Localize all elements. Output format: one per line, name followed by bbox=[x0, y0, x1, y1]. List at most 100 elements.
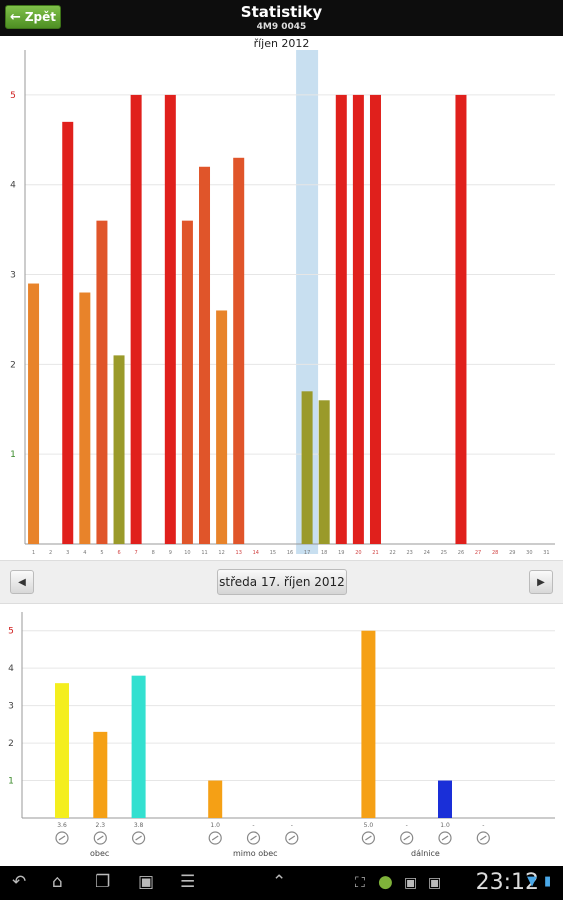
gauge-icon bbox=[55, 831, 69, 845]
x-tick-label: 14 bbox=[253, 550, 259, 556]
x-tick-label: 5 bbox=[100, 550, 103, 556]
x-tick-label: 25 bbox=[441, 550, 447, 556]
bar-acceleration bbox=[208, 780, 223, 818]
x-tick-label: 9 bbox=[169, 550, 172, 556]
action-bar: ← Zpět Statistiky 4M9 0045 bbox=[0, 0, 563, 36]
clock: 23:12 bbox=[475, 870, 539, 895]
bar-day-11 bbox=[199, 166, 211, 544]
y-tick-label: 2 bbox=[8, 739, 14, 749]
x-tick-label: 20 bbox=[355, 550, 361, 556]
value-label: 3.8 bbox=[134, 822, 144, 829]
x-tick-label: 27 bbox=[475, 550, 481, 556]
back-button[interactable]: ← Zpět bbox=[5, 5, 61, 29]
page-title: Statistiky bbox=[240, 3, 323, 21]
bar-gauge bbox=[55, 683, 69, 818]
x-tick-label: 31 bbox=[543, 550, 549, 556]
value-label: 5.0 bbox=[364, 822, 374, 829]
y-tick-label: 1 bbox=[8, 777, 14, 787]
screenshot-icon[interactable]: ▣ bbox=[138, 872, 155, 892]
x-tick-label: 17 bbox=[304, 550, 310, 556]
x-tick-label: 8 bbox=[152, 550, 155, 556]
value-label: - bbox=[406, 822, 408, 829]
x-tick-label: 13 bbox=[236, 550, 242, 556]
vehicle-plate: 4M9 0045 bbox=[256, 22, 307, 32]
bar-day-20 bbox=[352, 94, 364, 544]
y-tick-label: 2 bbox=[10, 360, 16, 370]
x-tick-label: 19 bbox=[338, 550, 344, 556]
x-tick-label: 15 bbox=[270, 550, 276, 556]
bag-icon-2: ▣ bbox=[428, 875, 442, 891]
x-tick-label: 24 bbox=[424, 550, 430, 556]
y-tick-label: 5 bbox=[10, 91, 16, 101]
bar-curve bbox=[438, 780, 452, 818]
prev-day-button[interactable]: ◀ bbox=[10, 570, 34, 594]
x-tick-label: 3 bbox=[66, 550, 69, 556]
category-label-mimo-obec: mimo obec bbox=[233, 849, 278, 858]
x-tick-label: 29 bbox=[509, 550, 515, 556]
chevron-up-icon[interactable]: ⌃ bbox=[272, 872, 287, 892]
arrow-left-icon: ← bbox=[9, 9, 21, 25]
bar-braking bbox=[131, 675, 146, 818]
y-tick-label: 3 bbox=[10, 271, 16, 281]
menu-icon[interactable]: ☰ bbox=[180, 872, 196, 892]
bar-day-3 bbox=[62, 121, 74, 544]
x-tick-label: 28 bbox=[492, 550, 498, 556]
date-label: středa 17. říjen 2012 bbox=[219, 575, 345, 589]
x-tick-label: 26 bbox=[458, 550, 464, 556]
steering-icon bbox=[476, 831, 490, 845]
android-icon: ● bbox=[378, 872, 393, 892]
bar-day-7 bbox=[130, 94, 142, 544]
back-nav-icon[interactable]: ↶ bbox=[12, 872, 27, 892]
curve-icon bbox=[285, 831, 299, 845]
bar-day-13 bbox=[233, 157, 245, 545]
value-label: - bbox=[291, 822, 293, 829]
x-tick-label: 10 bbox=[184, 550, 190, 556]
x-tick-label: 6 bbox=[117, 550, 120, 556]
y-tick-label: 5 bbox=[8, 627, 14, 637]
month-label: říjen 2012 bbox=[253, 37, 310, 50]
wifi-icon: ▼ bbox=[527, 874, 537, 889]
y-tick-label: 4 bbox=[8, 664, 14, 674]
value-label: - bbox=[252, 822, 254, 829]
fullscreen-icon: ⛶ bbox=[355, 875, 365, 891]
bar-day-12 bbox=[216, 310, 228, 544]
x-tick-label: 22 bbox=[389, 550, 395, 556]
bar-day-21 bbox=[369, 94, 381, 544]
triangle-right-icon: ▶ bbox=[537, 576, 545, 588]
value-label: - bbox=[482, 822, 484, 829]
x-tick-label: 12 bbox=[218, 550, 224, 556]
system-navigation-bar: ↶ ⌂ ❐ ▣ ☰ ⌃ ⛶ ● ▣ ▣ 23:12 ▼ ▮ bbox=[0, 866, 563, 900]
value-label: 3.6 bbox=[57, 822, 67, 829]
bar-day-6 bbox=[113, 355, 125, 544]
value-label: 1.0 bbox=[440, 822, 450, 829]
braking-icon bbox=[246, 831, 261, 845]
bar-day-26 bbox=[455, 94, 467, 544]
bar-acceleration bbox=[361, 630, 376, 818]
x-tick-label: 7 bbox=[135, 550, 138, 556]
bar-day-10 bbox=[181, 220, 193, 544]
acceleration-icon bbox=[208, 831, 222, 845]
bar-day-17 bbox=[301, 391, 313, 544]
value-label: 1.0 bbox=[210, 822, 220, 829]
braking-icon bbox=[400, 831, 414, 845]
x-tick-label: 21 bbox=[372, 550, 378, 556]
bar-day-5 bbox=[96, 220, 108, 544]
x-tick-label: 11 bbox=[201, 550, 207, 556]
recent-apps-icon[interactable]: ❐ bbox=[95, 872, 111, 892]
x-tick-label: 18 bbox=[321, 550, 327, 556]
braking-icon bbox=[132, 831, 146, 845]
date-picker-button[interactable]: středa 17. říjen 2012 bbox=[217, 569, 347, 595]
home-icon[interactable]: ⌂ bbox=[52, 872, 63, 892]
next-day-button[interactable]: ▶ bbox=[529, 570, 553, 594]
bar-day-9 bbox=[164, 94, 176, 544]
x-tick-label: 1 bbox=[32, 550, 35, 556]
bar-day-18 bbox=[318, 400, 330, 544]
back-button-label: Zpět bbox=[24, 10, 57, 24]
acceleration-icon bbox=[93, 831, 107, 845]
x-tick-label: 4 bbox=[83, 550, 86, 556]
y-tick-label: 3 bbox=[8, 702, 14, 712]
bag-icon: ▣ bbox=[404, 875, 418, 891]
bar-day-19 bbox=[335, 94, 347, 544]
curve-icon bbox=[438, 831, 452, 845]
